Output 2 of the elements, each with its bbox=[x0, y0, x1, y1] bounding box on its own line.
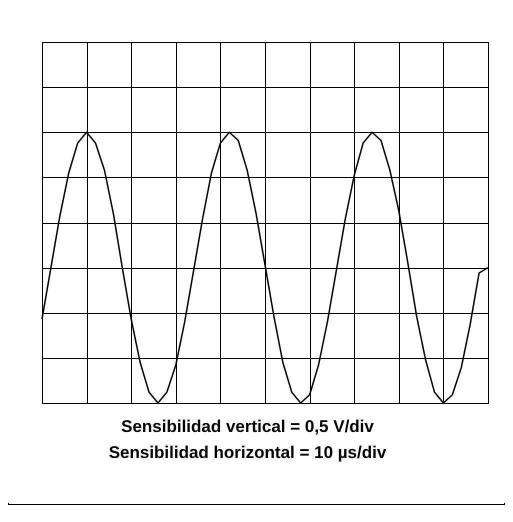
text: Sensibilidad horizontal = 10 µs/div bbox=[108, 442, 388, 464]
text: Sensibilidad vertical = 0,5 V/div bbox=[120, 416, 375, 438]
